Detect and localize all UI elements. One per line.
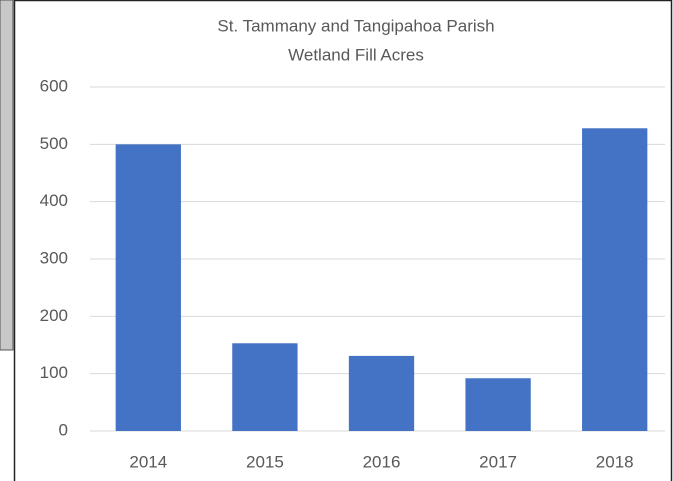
y-tick-label: 600 <box>40 76 68 95</box>
y-tick-label: 500 <box>40 134 68 153</box>
side-image <box>0 0 14 351</box>
bar <box>348 355 415 431</box>
x-tick-label: 2015 <box>246 452 284 471</box>
bar <box>582 128 648 431</box>
bar <box>115 144 181 432</box>
y-tick-label: 0 <box>59 420 68 439</box>
x-tick-label: 2018 <box>596 452 634 471</box>
chart-title: Wetland Fill Acres <box>288 45 424 64</box>
y-tick-label: 400 <box>40 191 68 210</box>
bar <box>232 343 298 431</box>
x-tick-label: 2016 <box>363 452 401 471</box>
x-tick-label: 2017 <box>479 452 517 471</box>
y-tick-label: 100 <box>40 363 68 382</box>
chart-title: St. Tammany and Tangipahoa Parish <box>217 16 494 35</box>
chart-frame <box>13 0 673 481</box>
y-tick-label: 200 <box>40 306 68 325</box>
bar <box>465 378 531 431</box>
y-tick-label: 300 <box>40 248 68 267</box>
x-tick-label: 2014 <box>129 452 167 471</box>
